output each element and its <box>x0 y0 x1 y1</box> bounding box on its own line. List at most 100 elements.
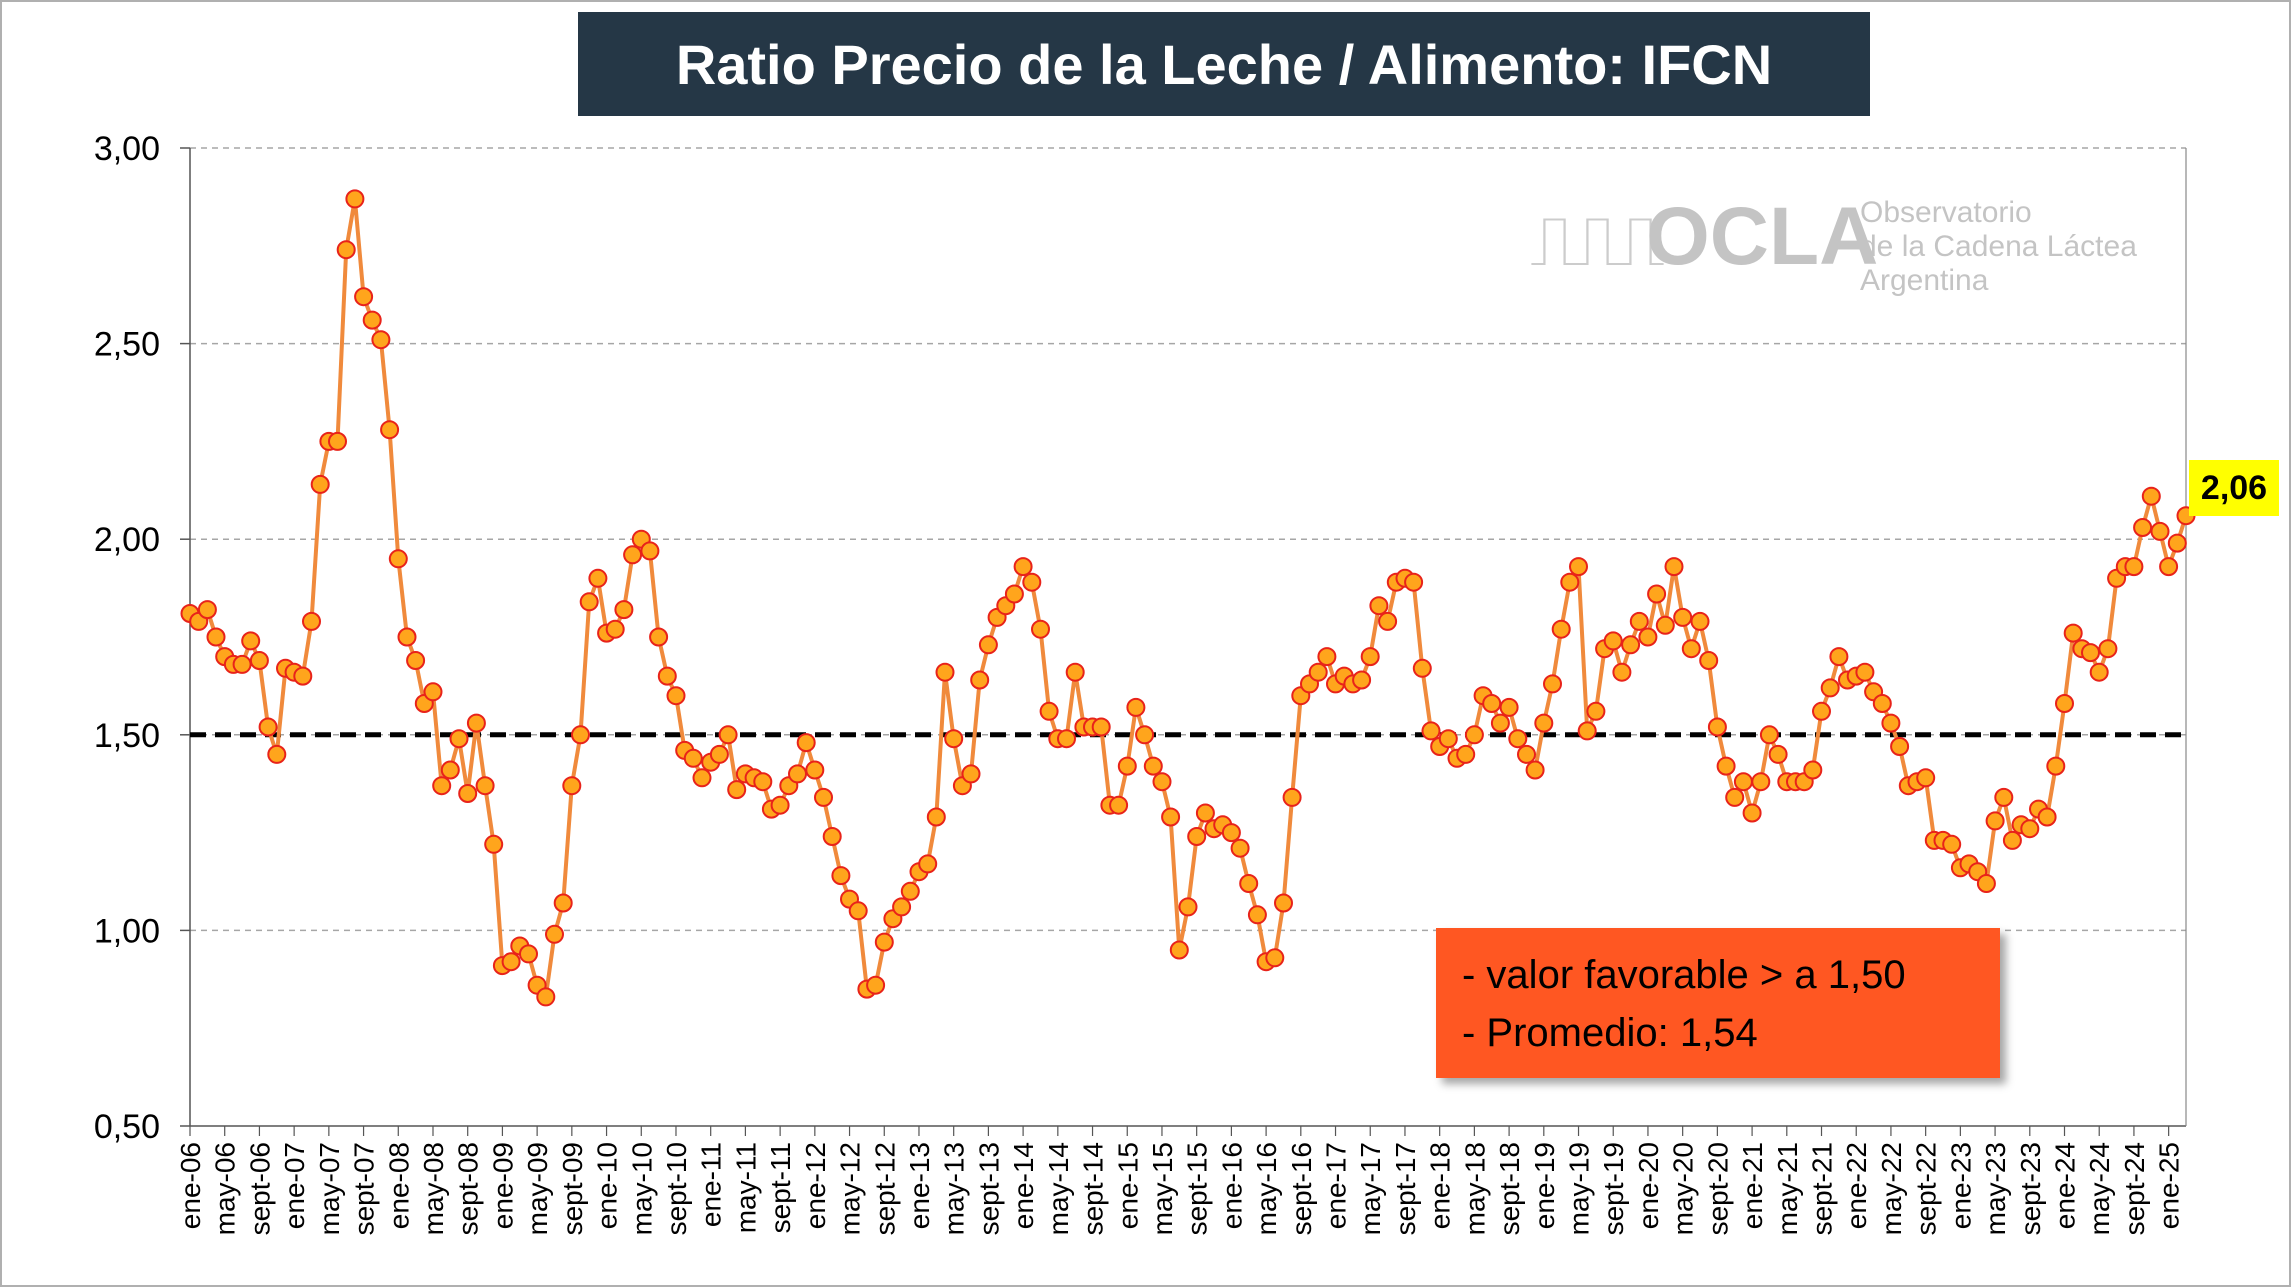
data-point <box>892 897 912 917</box>
data-point <box>874 932 894 952</box>
data-point <box>1039 701 1059 721</box>
data-point <box>1525 760 1545 780</box>
x-tick-label: sept-08 <box>453 1142 484 1235</box>
data-point <box>1759 725 1779 745</box>
data-point <box>241 631 261 651</box>
data-point <box>935 662 955 682</box>
data-point <box>2141 486 2161 506</box>
x-tick-label: ene-12 <box>800 1142 831 1229</box>
data-point <box>1664 557 1684 577</box>
data-point <box>770 795 790 815</box>
data-point <box>362 310 382 330</box>
data-point <box>2020 819 2040 839</box>
data-point <box>1169 940 1189 960</box>
x-tick-label: ene-15 <box>1112 1142 1143 1229</box>
data-point <box>692 768 712 788</box>
data-point <box>1916 768 1936 788</box>
y-tick-label: 2,50 <box>94 326 160 364</box>
data-point <box>1690 611 1710 631</box>
x-tick-label: sept-16 <box>1286 1142 1317 1235</box>
data-point <box>1716 756 1736 776</box>
data-point <box>2002 830 2022 850</box>
ocla-logo: ⎍⎍⎍ OCLA Observatorio de la Cadena Lácte… <box>1530 190 2160 310</box>
series-line <box>188 196 2188 999</box>
data-point <box>206 627 226 647</box>
data-point <box>1820 678 1840 698</box>
data-point <box>249 651 269 670</box>
data-point <box>848 901 868 921</box>
x-tick-label: ene-14 <box>1008 1142 1039 1229</box>
data-point <box>1855 662 1875 682</box>
data-point <box>1673 607 1693 627</box>
x-tick-label: may-14 <box>1043 1142 1074 1235</box>
data-point <box>388 549 408 569</box>
data-point <box>1647 584 1667 604</box>
data-point <box>371 330 391 350</box>
x-tick-label: sept-11 <box>765 1142 796 1233</box>
data-point <box>1013 557 1033 577</box>
x-tick-label: ene-09 <box>487 1142 518 1229</box>
y-tick-label: 1,50 <box>94 717 160 755</box>
data-point <box>1065 662 1085 682</box>
data-point <box>1247 905 1267 925</box>
data-point <box>293 666 313 686</box>
y-tick-label: 0,50 <box>94 1108 160 1146</box>
data-point <box>2124 557 2144 577</box>
data-point <box>1890 737 1910 756</box>
data-point <box>1004 584 1024 604</box>
x-tick-label: may-20 <box>1668 1142 1699 1235</box>
data-point <box>588 568 608 588</box>
data-point <box>1985 811 2005 831</box>
x-tick-label: sept-22 <box>1911 1142 1942 1235</box>
data-point <box>753 772 773 792</box>
x-tick-label: sept-17 <box>1390 1142 1421 1235</box>
logo-line-1: Observatorio <box>1860 196 2032 229</box>
logo-subtitle: Observatorio de la Cadena Láctea Argenti… <box>1860 196 2137 298</box>
data-point <box>197 600 217 620</box>
data-point <box>1812 701 1831 721</box>
data-point <box>926 807 946 827</box>
note-box: - valor favorable > a 1,50 - Promedio: 1… <box>1436 928 2000 1078</box>
data-point <box>640 541 660 561</box>
x-tick-label: ene-19 <box>1529 1142 1560 1229</box>
x-tick-label: ene-08 <box>383 1142 414 1229</box>
data-point <box>1352 670 1372 690</box>
data-point <box>1490 713 1510 733</box>
data-point <box>1742 803 1762 823</box>
x-tick-label: may-23 <box>1980 1142 2011 1235</box>
data-point <box>1621 635 1641 655</box>
x-tick-label: sept-06 <box>244 1142 275 1235</box>
data-point <box>1161 807 1181 827</box>
data-point <box>397 627 417 647</box>
data-point <box>866 975 886 995</box>
data-point <box>1942 834 1962 854</box>
x-tick-label: may-06 <box>210 1142 241 1235</box>
x-tick-label: sept-13 <box>973 1142 1004 1235</box>
x-tick-label: ene-20 <box>1633 1142 1664 1229</box>
data-point <box>1438 729 1458 749</box>
data-point <box>562 776 582 796</box>
data-point <box>519 944 538 964</box>
data-point <box>232 654 252 674</box>
data-point <box>2046 756 2066 776</box>
y-tick-label: 1,00 <box>94 912 160 950</box>
data-point <box>545 924 564 944</box>
x-tick-label: ene-10 <box>592 1142 623 1229</box>
data-point <box>336 240 356 260</box>
x-tick-label: ene-17 <box>1321 1142 1352 1229</box>
data-point <box>1499 697 1519 717</box>
data-point <box>1117 756 1137 776</box>
data-point <box>1265 948 1285 968</box>
chart-title-box: Ratio Precio de la Leche / Alimento: IFC… <box>578 12 1870 116</box>
x-tick-label: may-08 <box>418 1142 449 1235</box>
data-point <box>1655 615 1675 635</box>
x-tick-label: ene-21 <box>1737 1142 1768 1229</box>
data-point <box>302 611 321 631</box>
data-point <box>1317 647 1337 667</box>
data-point <box>978 635 998 655</box>
x-tick-label: sept-15 <box>1182 1142 1213 1235</box>
data-point <box>683 748 703 768</box>
data-point <box>822 827 842 846</box>
x-tick-label: ene-06 <box>175 1142 206 1229</box>
data-point <box>258 717 278 737</box>
